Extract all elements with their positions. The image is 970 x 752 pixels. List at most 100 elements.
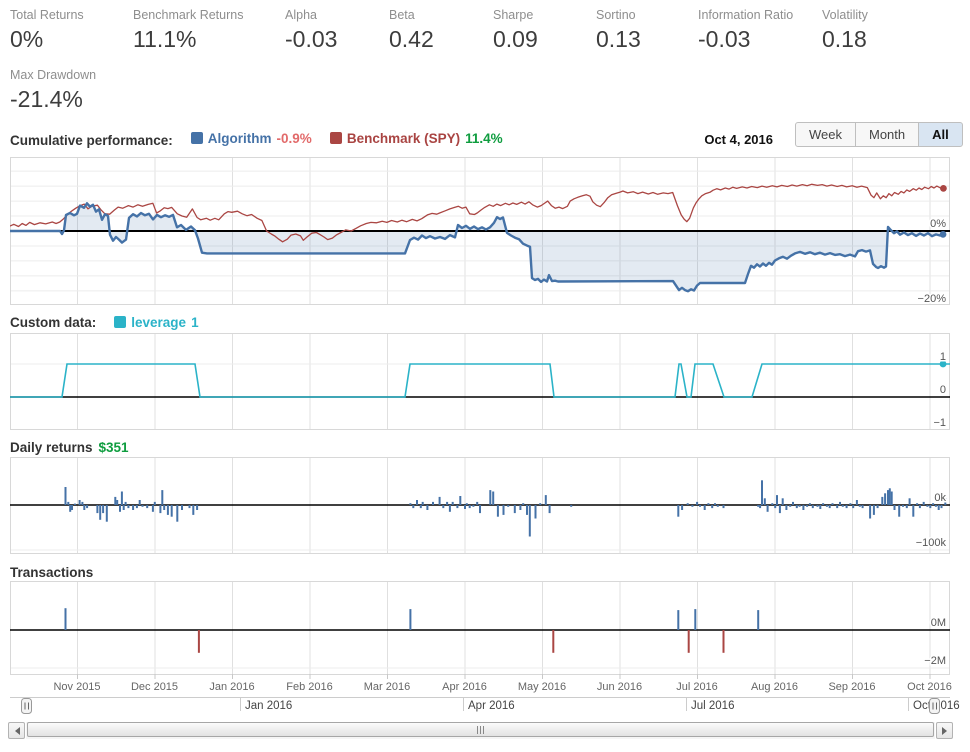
daily-return-bar bbox=[176, 505, 179, 522]
daily-return-bar bbox=[86, 505, 89, 509]
plot-border bbox=[10, 333, 950, 430]
daily-return-bar bbox=[926, 505, 929, 507]
daily-return-bar bbox=[681, 505, 684, 510]
leverage-line bbox=[10, 363, 950, 398]
legend-leverage[interactable]: leverage 1 bbox=[114, 314, 199, 330]
metric-value: -0.03 bbox=[285, 26, 338, 52]
metric-information-ratio: Information Ratio -0.03 bbox=[698, 8, 793, 53]
x-axis-month-label: Feb 2016 bbox=[286, 681, 332, 693]
daily-return-bar bbox=[99, 505, 102, 520]
metric-label: Sharpe bbox=[493, 8, 534, 22]
daily-return-bar bbox=[686, 503, 689, 505]
daily-return-bar bbox=[944, 498, 947, 506]
daily-return-bar bbox=[722, 505, 725, 509]
transaction-bar bbox=[64, 608, 67, 630]
daily-return-bar bbox=[448, 505, 451, 512]
daily-return-bar bbox=[69, 505, 72, 512]
daily-return-bar bbox=[161, 490, 164, 505]
daily-return-bar bbox=[409, 503, 412, 505]
daily-return-bar bbox=[71, 505, 73, 510]
daily-return-bar bbox=[496, 505, 499, 517]
metric-volatility: Volatility 0.18 bbox=[822, 8, 868, 53]
daily-return-bar bbox=[114, 496, 117, 505]
daily-return-bar bbox=[855, 500, 858, 505]
daily-return-bar bbox=[513, 505, 516, 514]
daily-return-bar bbox=[127, 505, 130, 509]
daily-return-bar bbox=[798, 505, 801, 507]
range-navigator[interactable]: Jan 2016 Apr 2016 Jul 2016 Oct 2016 bbox=[10, 695, 960, 721]
daily-return-bar bbox=[151, 505, 154, 512]
daily-return-bar bbox=[806, 505, 809, 507]
daily-return-bar bbox=[922, 501, 925, 505]
daily-return-bar bbox=[696, 501, 699, 505]
transactions-chart[interactable]: 0M −2M bbox=[10, 581, 950, 675]
daily-return-bar bbox=[570, 505, 573, 507]
y-axis-label: 0% bbox=[930, 218, 946, 230]
daily-return-bar bbox=[64, 487, 67, 505]
daily-return-bar bbox=[881, 496, 884, 505]
cumulative-performance-chart[interactable]: 0% −20% bbox=[10, 157, 950, 305]
transaction-bar bbox=[409, 609, 412, 630]
plot-border bbox=[10, 581, 950, 675]
daily-return-bar bbox=[163, 505, 166, 510]
daily-returns-header: Daily returns $351 bbox=[10, 438, 129, 456]
daily-return-bar bbox=[438, 496, 441, 505]
x-axis-month-label: Oct 2016 bbox=[907, 681, 952, 693]
custom-data-chart[interactable]: 1 0 −1 bbox=[10, 333, 950, 430]
daily-return-bar bbox=[170, 505, 173, 517]
legend-name: Benchmark (SPY) bbox=[346, 130, 461, 146]
daily-return-bar bbox=[716, 505, 719, 507]
daily-return-bar bbox=[876, 505, 879, 509]
daily-return-bar bbox=[122, 505, 125, 510]
current-date: Oct 4, 2016 bbox=[704, 132, 773, 147]
cumulative-title: Cumulative performance: bbox=[10, 132, 173, 148]
metric-benchmark-returns: Benchmark Returns 11.1% bbox=[133, 8, 243, 53]
metric-value: -21.4% bbox=[10, 86, 83, 112]
leverage-end-dot bbox=[939, 360, 947, 368]
leverage-swatch-icon bbox=[114, 316, 127, 328]
scrollbar-track[interactable] bbox=[26, 722, 935, 739]
x-axis-month-label: Jun 2016 bbox=[597, 681, 642, 693]
legend-algorithm[interactable]: Algorithm -0.9% bbox=[190, 131, 312, 146]
metric-value: 0.18 bbox=[822, 26, 867, 52]
horizontal-scrollbar[interactable] bbox=[8, 722, 953, 739]
daily-return-bar bbox=[912, 505, 915, 517]
daily-returns-title: Daily returns bbox=[10, 439, 93, 455]
daily-returns-chart[interactable]: 0k −100k bbox=[10, 457, 950, 554]
daily-return-bar bbox=[73, 503, 76, 505]
daily-return-bar bbox=[196, 505, 199, 510]
scrollbar-thumb[interactable] bbox=[27, 722, 934, 737]
x-axis-month-label: Nov 2015 bbox=[53, 681, 100, 693]
navigator-left-handle[interactable] bbox=[21, 698, 32, 714]
algorithm-line bbox=[10, 202, 944, 293]
algorithm-end-dot bbox=[939, 230, 947, 238]
daily-return-bar bbox=[761, 480, 763, 506]
legend-value: 11.4% bbox=[465, 130, 503, 146]
daily-return-bar bbox=[188, 505, 191, 509]
metric-value: -0.03 bbox=[698, 26, 751, 52]
y-axis-label: −100k bbox=[916, 537, 947, 549]
daily-return-bar bbox=[67, 501, 70, 505]
daily-return-bar bbox=[421, 501, 424, 505]
daily-return-bar bbox=[539, 503, 542, 505]
daily-return-bar bbox=[153, 501, 156, 505]
daily-return-bar bbox=[898, 505, 901, 517]
navigator-label: Jan 2016 bbox=[245, 700, 292, 712]
custom-data-title: Custom data: bbox=[10, 314, 97, 330]
range-button-week[interactable]: Week bbox=[795, 122, 856, 147]
metric-value: 0.13 bbox=[596, 26, 641, 52]
x-axis-month-label: Aug 2016 bbox=[751, 681, 798, 693]
daily-return-bar bbox=[548, 505, 551, 514]
metric-label: Max Drawdown bbox=[10, 68, 97, 82]
navigator-right-handle[interactable] bbox=[929, 698, 940, 714]
leverage-legend-name: leverage bbox=[131, 314, 187, 330]
scrollbar-left-button[interactable] bbox=[8, 722, 25, 739]
range-button-all[interactable]: All bbox=[918, 122, 963, 147]
metric-value: 0.09 bbox=[493, 26, 538, 52]
daily-return-bar bbox=[159, 505, 162, 514]
scrollbar-right-button[interactable] bbox=[936, 722, 953, 739]
legend-benchmark-spy[interactable]: Benchmark (SPY) 11.4% bbox=[329, 130, 503, 146]
daily-return-bar bbox=[940, 505, 943, 509]
daily-return-bar bbox=[135, 505, 138, 509]
range-button-month[interactable]: Month bbox=[855, 122, 920, 147]
